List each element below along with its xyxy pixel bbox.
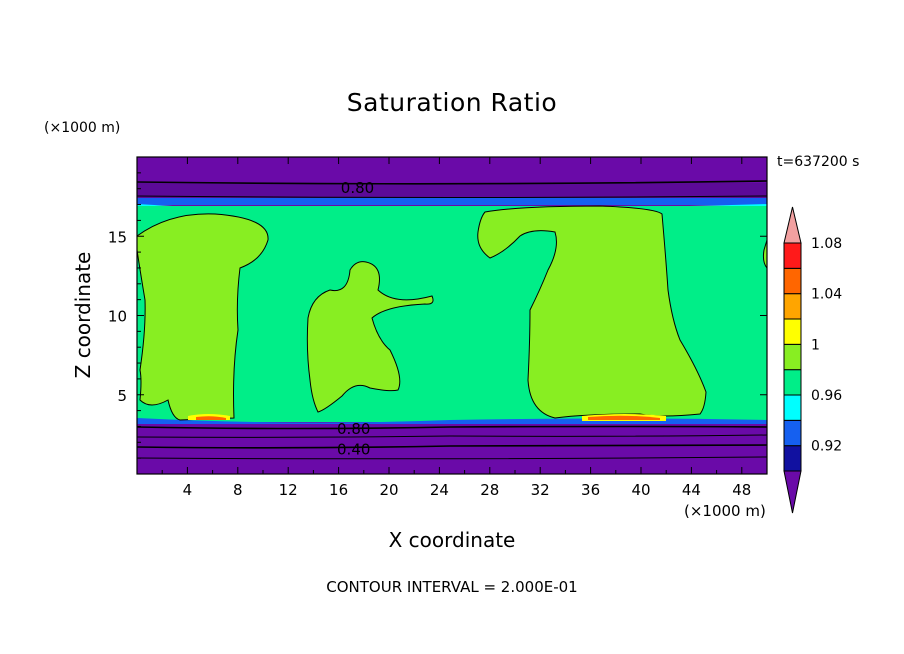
hot-patch-right bbox=[588, 415, 660, 420]
colorbar-label: 1 bbox=[811, 337, 820, 353]
colorbar-lower-arrow bbox=[783, 470, 802, 514]
contour-label: 0.80 bbox=[341, 179, 374, 197]
x-tick-label: 20 bbox=[379, 481, 398, 499]
x-tick-label: 12 bbox=[279, 481, 298, 499]
contour-line-upper-2 bbox=[136, 195, 768, 198]
colorbar-swatch bbox=[783, 369, 802, 396]
chart-title: Saturation Ratio bbox=[346, 88, 558, 117]
contour-label: 0.80 bbox=[337, 420, 370, 438]
contour-line-lower bbox=[136, 425, 768, 430]
x-tick-label: 24 bbox=[430, 481, 449, 499]
colorbar-label: 0.96 bbox=[811, 388, 842, 404]
x-axis-unit: (×1000 m) bbox=[684, 502, 766, 520]
x-tick-label: 36 bbox=[581, 481, 600, 499]
x-tick-label: 16 bbox=[329, 481, 348, 499]
x-tick-label: 4 bbox=[183, 481, 193, 499]
time-label: t=637200 s bbox=[777, 154, 860, 170]
colorbar: 0.92 0.96 1 1.04 1.08 bbox=[783, 206, 842, 514]
green-region-center bbox=[306, 261, 434, 413]
x-tick-label: 48 bbox=[732, 481, 751, 499]
y-axis-ticks: 5 10 15 bbox=[108, 172, 767, 459]
contour-interval-note: CONTOUR INTERVAL = 2.000E-01 bbox=[326, 578, 578, 596]
contour-line-lower-2 bbox=[136, 434, 768, 438]
colorbar-label: 0.92 bbox=[811, 439, 842, 455]
x-tick-label: 8 bbox=[233, 481, 243, 499]
x-tick-label: 32 bbox=[531, 481, 550, 499]
contour-line-lower-4 bbox=[136, 456, 768, 460]
y-tick-label: 15 bbox=[108, 228, 127, 246]
colorbar-swatch bbox=[783, 267, 802, 295]
upper-blue-band bbox=[137, 198, 767, 205]
colorbar-swatch bbox=[783, 419, 802, 447]
contour-label: 0.40 bbox=[337, 441, 370, 459]
colorbar-swatch bbox=[783, 318, 802, 345]
y-tick-label: 5 bbox=[117, 387, 127, 405]
hot-patch-left bbox=[196, 416, 226, 420]
lower-dry-fill bbox=[137, 424, 767, 474]
colorbar-swatch bbox=[783, 343, 802, 371]
y-axis-unit: (×1000 m) bbox=[44, 120, 121, 136]
contour-line-lower-3 bbox=[136, 444, 768, 449]
colorbar-swatch bbox=[783, 242, 802, 269]
colorbar-swatch bbox=[783, 394, 802, 421]
colorbar-swatch bbox=[783, 293, 802, 320]
green-region-left bbox=[136, 213, 269, 421]
x-axis-ticks: 4 8 12 16 20 24 28 32 36 40 44 48 bbox=[161, 157, 751, 499]
contour-line-upper bbox=[136, 180, 768, 185]
x-tick-label: 44 bbox=[682, 481, 701, 499]
colorbar-upper-arrow bbox=[783, 206, 802, 244]
colorbar-label: 1.08 bbox=[811, 236, 842, 252]
x-axis-label: X coordinate bbox=[388, 528, 516, 552]
y-tick-label: 10 bbox=[108, 308, 127, 326]
green-region-right bbox=[477, 205, 707, 419]
x-tick-label: 40 bbox=[631, 481, 650, 499]
colorbar-label: 1.04 bbox=[811, 287, 842, 303]
contour-labels: 0.80 0.80 0.40 bbox=[337, 179, 374, 459]
x-tick-label: 28 bbox=[480, 481, 499, 499]
colorbar-swatch bbox=[783, 445, 802, 472]
